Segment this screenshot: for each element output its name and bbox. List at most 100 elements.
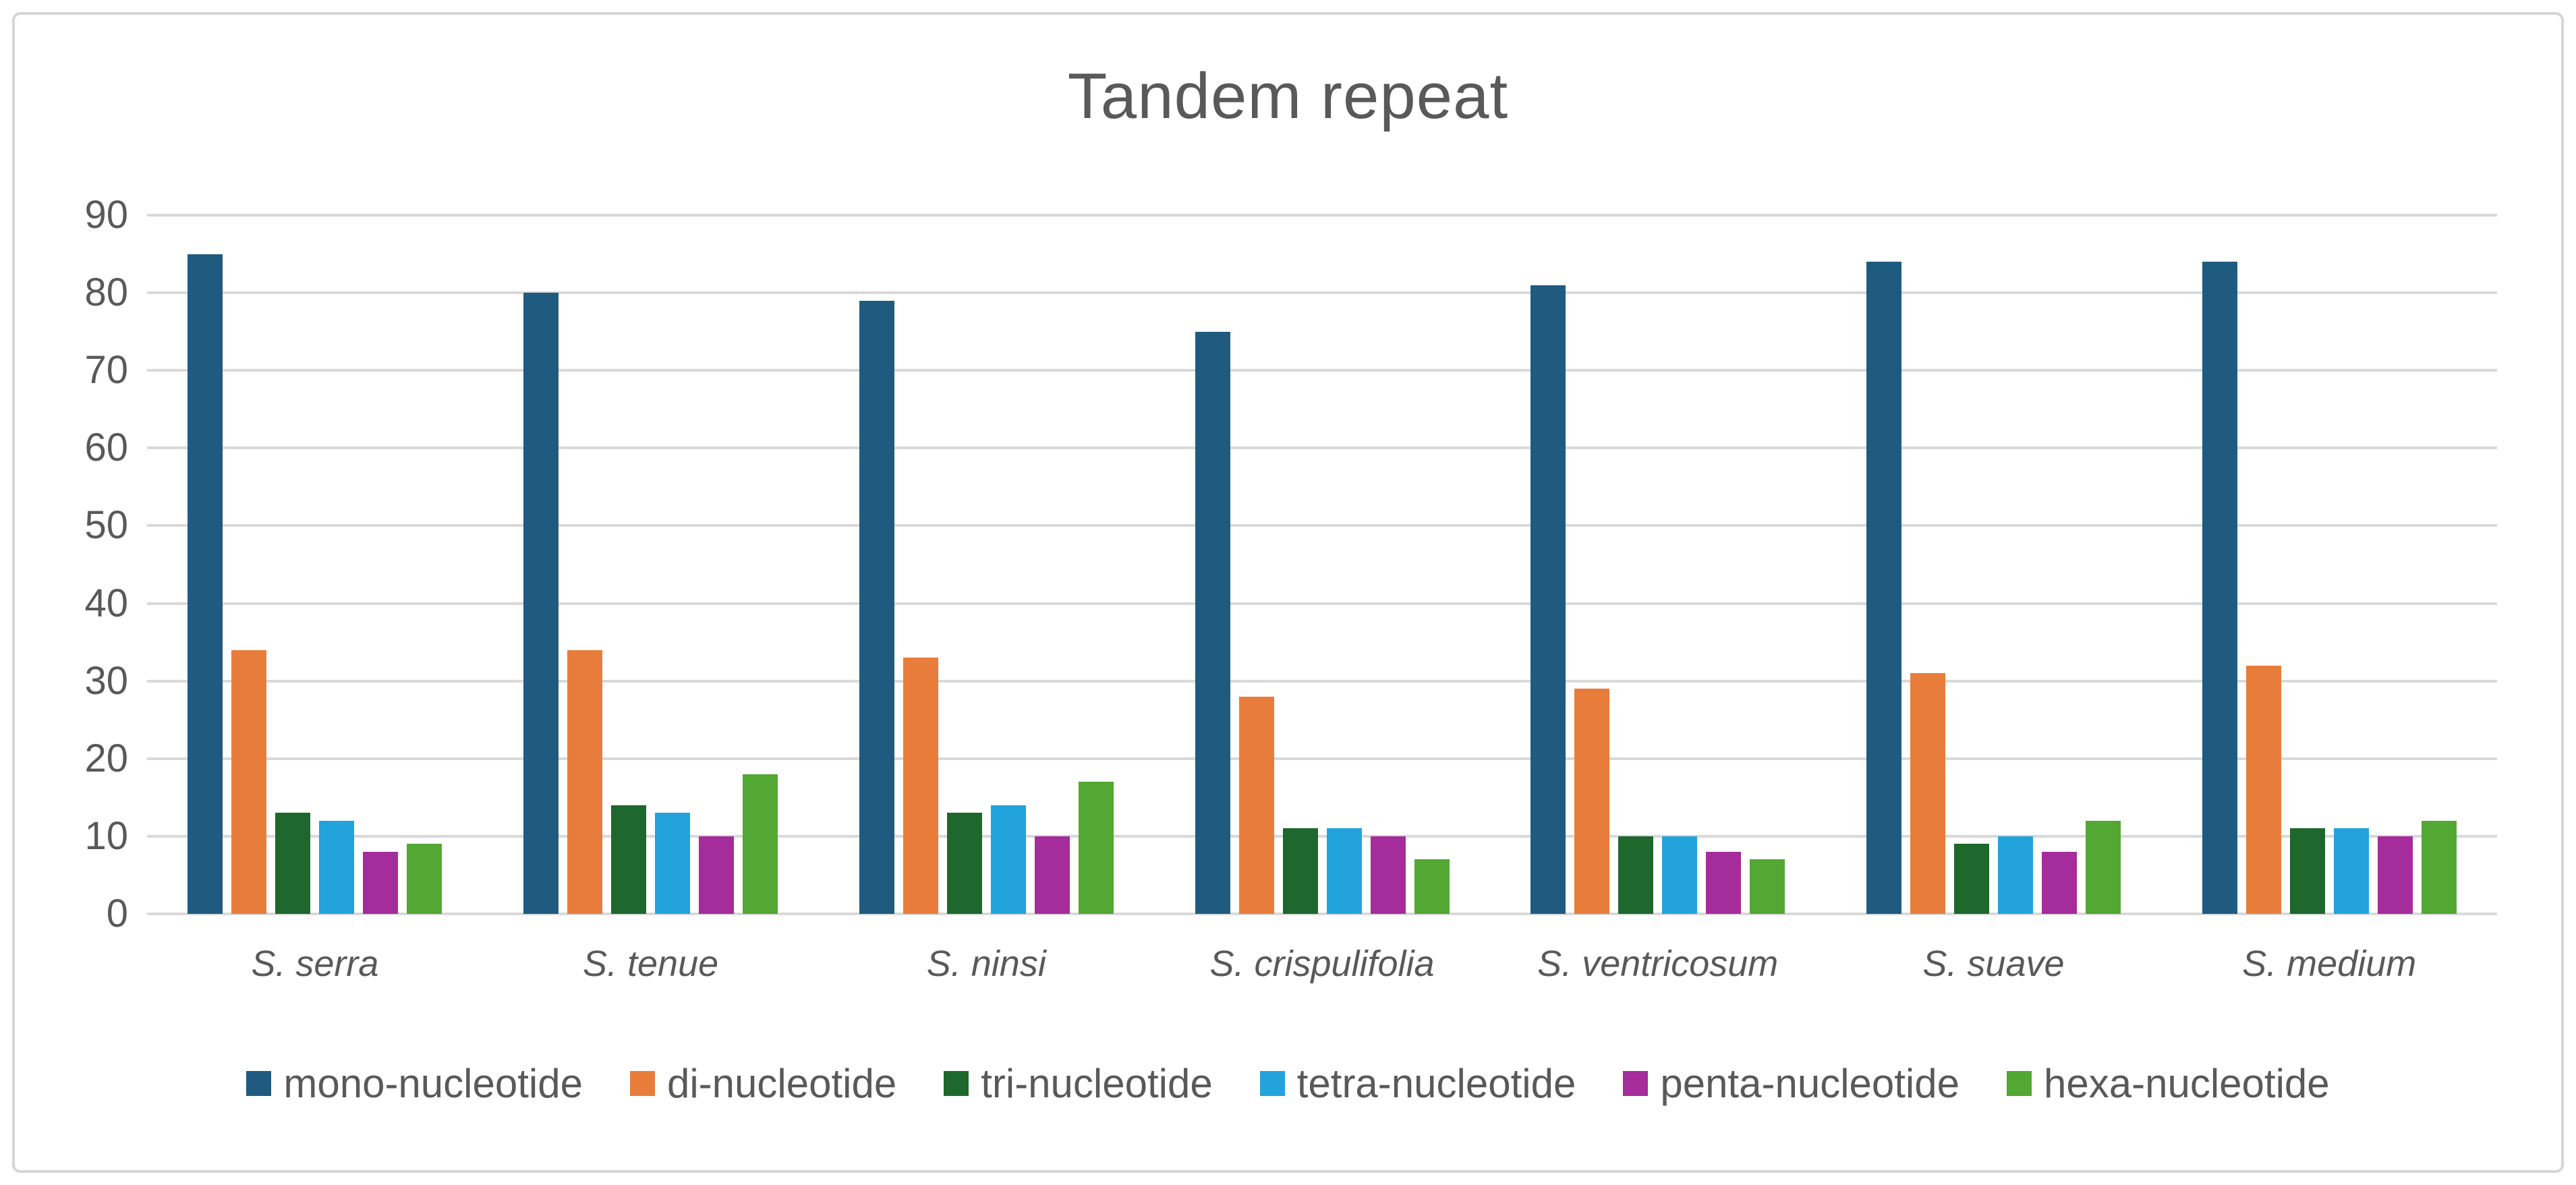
legend-item-di-nucleotide: di-nucleotide [629,1060,897,1107]
gridline-y-60 [147,446,2497,450]
bar-tri-nucleotide-0 [275,813,311,914]
bar-mono-nucleotide-2 [859,300,894,914]
gridline-y-40 [147,602,2497,605]
gridline-y-30 [147,679,2497,683]
bar-di-nucleotide-1 [567,649,603,914]
y-tick-label-0: 0 [106,892,128,935]
bar-tri-nucleotide-6 [2289,828,2325,914]
gridline-y-80 [147,291,2497,295]
bar-tri-nucleotide-3 [1282,828,1318,914]
bar-hexa-nucleotide-3 [1414,859,1450,914]
legend-label: hexa-nucleotide [2044,1061,2330,1106]
bar-mono-nucleotide-1 [523,293,559,914]
legend: mono-nucleotide di-nucleotide tri-nucleoti… [0,1060,2576,1107]
bar-group-2 [818,215,1154,914]
bar-hexa-nucleotide-4 [1750,859,1785,914]
bar-tetra-nucleotide-3 [1326,828,1362,914]
gridline-y-70 [147,369,2497,372]
gridline-y-10 [147,834,2497,838]
bar-hexa-nucleotide-0 [407,844,442,914]
bar-di-nucleotide-6 [2245,665,2281,914]
x-category-label-2: S. ninsi [926,944,1046,984]
x-category-label-4: S. ventricosum [1537,944,1779,984]
x-category-label-5: S. suave [1922,944,2065,984]
bar-mono-nucleotide-5 [1866,262,1901,914]
bar-hexa-nucleotide-1 [743,774,778,914]
bar-penta-nucleotide-1 [699,836,735,914]
bar-di-nucleotide-4 [1574,689,1610,914]
x-category-label-3: S. crispulifolia [1209,944,1435,984]
bar-group-3 [1154,215,1490,914]
bar-tetra-nucleotide-6 [2333,828,2369,914]
x-category-label-6: S. medium [2242,944,2417,984]
bar-tetra-nucleotide-2 [990,805,1026,914]
bar-penta-nucleotide-2 [1034,836,1070,914]
legend-label: tri-nucleotide [981,1061,1213,1106]
bar-tri-nucleotide-4 [1618,836,1654,914]
bar-di-nucleotide-3 [1238,696,1274,914]
bar-mono-nucleotide-6 [2202,262,2237,914]
gridline-y-20 [147,757,2497,760]
bar-tetra-nucleotide-0 [319,820,355,914]
bar-hexa-nucleotide-5 [2085,820,2121,914]
y-tick-label-80: 80 [84,270,128,315]
y-tick-label-20: 20 [84,736,128,780]
y-tick-label-70: 70 [84,348,128,393]
x-category-label-0: S. serra [251,944,379,984]
y-tick-label-90: 90 [84,193,128,237]
bar-group-1 [483,215,819,914]
bar-tetra-nucleotide-5 [1997,836,2033,914]
y-tick-label-10: 10 [84,813,128,858]
bar-group-0 [147,215,483,914]
legend-item-hexa-nucleotide: hexa-nucleotide [2007,1060,2330,1107]
bar-group-4 [1490,215,1826,914]
y-tick-label-60: 60 [84,426,128,470]
bar-penta-nucleotide-5 [2041,851,2077,914]
bar-penta-nucleotide-6 [2377,836,2413,914]
legend-swatch-icon [944,1071,969,1096]
y-tick-label-40: 40 [84,581,128,625]
bar-di-nucleotide-0 [231,649,267,914]
legend-label: tetra-nucleotide [1296,1061,1576,1106]
legend-item-tri-nucleotide: tri-nucleotide [944,1060,1213,1107]
legend-item-mono-nucleotide: mono-nucleotide [246,1060,583,1107]
bar-hexa-nucleotide-6 [2421,820,2457,914]
legend-swatch-icon [1259,1071,1285,1096]
plot-area [147,214,2497,915]
bar-penta-nucleotide-0 [363,851,399,914]
bar-tri-nucleotide-5 [1953,844,1989,914]
bar-groups [147,215,2497,914]
legend-swatch-icon [1623,1071,1649,1096]
chart-title: Tandem repeat [1067,60,1509,132]
x-category-label-1: S. tenue [583,944,719,984]
bar-group-5 [1826,215,2162,914]
bar-tri-nucleotide-1 [611,805,647,914]
legend-item-tetra-nucleotide: tetra-nucleotide [1259,1060,1576,1107]
legend-swatch-icon [246,1071,272,1096]
x-axis-category-labels: S. serra S. tenue S. ninsi S. crispulifolia… [147,943,2497,985]
bar-penta-nucleotide-3 [1370,836,1406,914]
legend-swatch-icon [629,1071,655,1096]
bar-mono-nucleotide-0 [188,254,223,914]
bar-tetra-nucleotide-4 [1662,836,1698,914]
bar-mono-nucleotide-4 [1530,285,1566,914]
y-tick-label-50: 50 [84,503,128,548]
legend-label: mono-nucleotide [283,1061,583,1106]
y-axis-tick-labels: 0 10 20 30 40 50 60 70 80 90 [27,196,128,933]
bar-tri-nucleotide-2 [946,813,982,914]
legend-label: di-nucleotide [666,1061,897,1106]
bar-di-nucleotide-5 [1910,673,1945,914]
y-tick-label-30: 30 [84,658,128,703]
gridline-y-0 [147,913,2497,915]
legend-item-penta-nucleotide: penta-nucleotide [1623,1060,1959,1107]
bar-group-6 [2161,215,2497,914]
bar-mono-nucleotide-3 [1195,331,1230,914]
legend-swatch-icon [2007,1071,2032,1096]
bar-tetra-nucleotide-1 [655,813,691,914]
gridline-y-90 [147,214,2497,216]
bar-hexa-nucleotide-2 [1078,782,1114,914]
bar-penta-nucleotide-4 [1706,851,1742,914]
legend-label: penta-nucleotide [1660,1061,1959,1106]
figure-frame [12,12,2564,1173]
gridline-y-50 [147,524,2497,527]
